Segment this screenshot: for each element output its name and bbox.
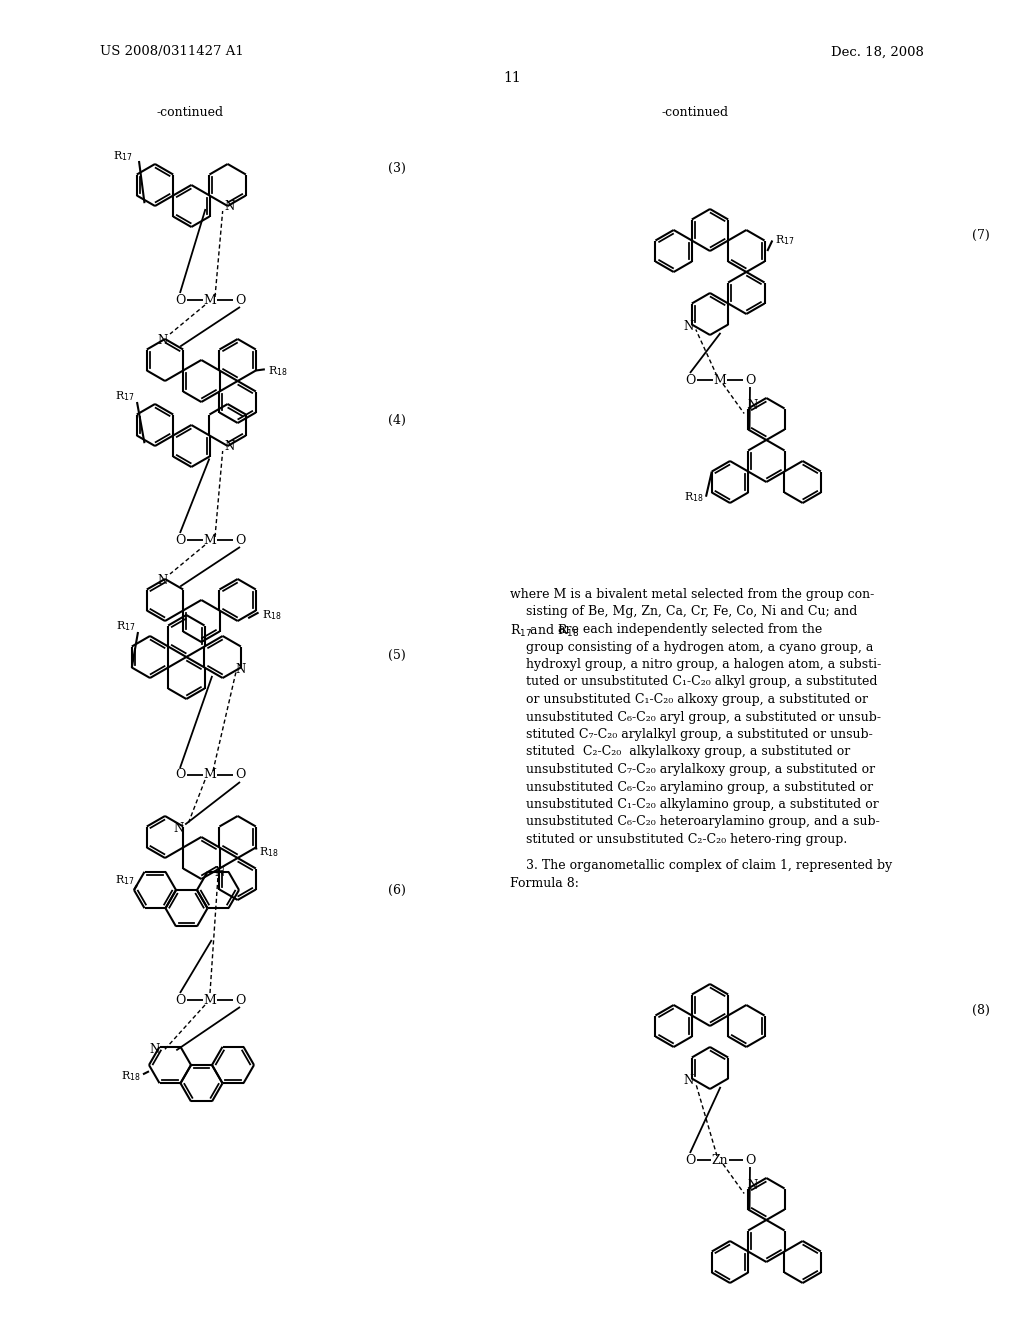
Text: hydroxyl group, a nitro group, a halogen atom, a substi-: hydroxyl group, a nitro group, a halogen… [510, 657, 882, 671]
Text: Zn: Zn [712, 1154, 728, 1167]
Text: (7): (7) [972, 228, 990, 242]
Text: O: O [744, 1154, 755, 1167]
Text: N: N [215, 866, 225, 879]
Text: M: M [204, 994, 216, 1006]
Text: -continued: -continued [662, 106, 728, 119]
Text: unsubstituted C₆-C₂₀ heteroarylamino group, and a sub-: unsubstituted C₆-C₂₀ heteroarylamino gro… [510, 816, 880, 829]
Text: O: O [744, 374, 755, 387]
Text: R$_{17}$: R$_{17}$ [510, 623, 532, 639]
Text: (5): (5) [388, 648, 406, 661]
Text: O: O [685, 374, 695, 387]
Text: N: N [224, 440, 234, 453]
Text: R$_{17}$: R$_{17}$ [116, 873, 135, 887]
Text: R$_{17}$: R$_{17}$ [116, 389, 135, 403]
Text: R$_{18}$: R$_{18}$ [261, 609, 282, 623]
Text: O: O [175, 533, 185, 546]
Text: N: N [748, 1179, 758, 1192]
Text: unsubstituted C₆-C₂₀ aryl group, a substituted or unsub-: unsubstituted C₆-C₂₀ aryl group, a subst… [510, 710, 881, 723]
Text: N: N [158, 574, 168, 587]
Text: N: N [158, 334, 168, 347]
Text: O: O [175, 293, 185, 306]
Text: stituted C₇-C₂₀ arylalkyl group, a substituted or unsub-: stituted C₇-C₂₀ arylalkyl group, a subst… [510, 729, 872, 741]
Text: stituted  C₂-C₂₀  alkylalkoxy group, a substituted or: stituted C₂-C₂₀ alkylalkoxy group, a sub… [510, 746, 850, 759]
Text: and R$_{18}$: and R$_{18}$ [526, 623, 580, 639]
Text: O: O [234, 768, 245, 781]
Text: N: N [684, 1074, 694, 1086]
Text: 11: 11 [503, 71, 521, 84]
Text: M: M [204, 293, 216, 306]
Text: tuted or unsubstituted C₁-C₂₀ alkyl group, a substituted: tuted or unsubstituted C₁-C₂₀ alkyl grou… [510, 676, 878, 689]
Text: Dec. 18, 2008: Dec. 18, 2008 [831, 45, 924, 58]
Text: N: N [173, 822, 183, 836]
Text: N: N [224, 199, 234, 213]
Text: 3. The organometallic complex of claim 1, represented by: 3. The organometallic complex of claim 1… [510, 859, 892, 873]
Text: R$_{17}$: R$_{17}$ [117, 619, 136, 632]
Text: sisting of Be, Mg, Zn, Ca, Cr, Fe, Co, Ni and Cu; and: sisting of Be, Mg, Zn, Ca, Cr, Fe, Co, N… [510, 606, 857, 619]
Text: M: M [204, 768, 216, 781]
Text: (3): (3) [388, 161, 406, 174]
Text: O: O [685, 1154, 695, 1167]
Text: R$_{18}$: R$_{18}$ [684, 490, 705, 504]
Text: stituted or unsubstituted C₂-C₂₀ hetero-ring group.: stituted or unsubstituted C₂-C₂₀ hetero-… [510, 833, 847, 846]
Text: O: O [175, 994, 185, 1006]
Text: R$_{18}$: R$_{18}$ [121, 1069, 141, 1084]
Text: R$_{17}$: R$_{17}$ [775, 234, 795, 247]
Text: O: O [234, 533, 245, 546]
Text: Formula 8:: Formula 8: [510, 876, 579, 890]
Text: R$_{17}$: R$_{17}$ [114, 149, 133, 162]
Text: group consisting of a hydrogen atom, a cyano group, a: group consisting of a hydrogen atom, a c… [510, 640, 873, 653]
Text: O: O [175, 768, 185, 781]
Text: unsubstituted C₇-C₂₀ arylalkoxy group, a substituted or: unsubstituted C₇-C₂₀ arylalkoxy group, a… [510, 763, 876, 776]
Text: are each independently selected from the: are each independently selected from the [554, 623, 822, 636]
Text: (6): (6) [388, 883, 406, 896]
Text: N: N [150, 1043, 160, 1056]
Text: unsubstituted C₆-C₂₀ arylamino group, a substituted or: unsubstituted C₆-C₂₀ arylamino group, a … [510, 780, 873, 793]
Text: (4): (4) [388, 413, 406, 426]
Text: M: M [204, 533, 216, 546]
Text: N: N [236, 663, 246, 676]
Text: O: O [234, 293, 245, 306]
Text: or unsubstituted C₁-C₂₀ alkoxy group, a substituted or: or unsubstituted C₁-C₂₀ alkoxy group, a … [510, 693, 868, 706]
Text: R$_{18}$: R$_{18}$ [268, 364, 288, 379]
Text: (8): (8) [972, 1003, 990, 1016]
Text: N: N [684, 319, 694, 333]
Text: -continued: -continued [157, 106, 223, 119]
Text: R$_{18}$: R$_{18}$ [258, 846, 279, 859]
Text: N: N [748, 399, 758, 412]
Text: where M is a bivalent metal selected from the group con-: where M is a bivalent metal selected fro… [510, 587, 874, 601]
Text: M: M [714, 374, 726, 387]
Text: unsubstituted C₁-C₂₀ alkylamino group, a substituted or: unsubstituted C₁-C₂₀ alkylamino group, a… [510, 799, 879, 810]
Text: O: O [234, 994, 245, 1006]
Text: US 2008/0311427 A1: US 2008/0311427 A1 [100, 45, 244, 58]
